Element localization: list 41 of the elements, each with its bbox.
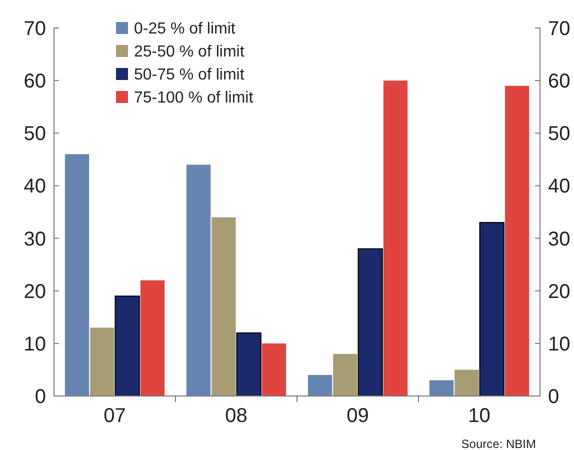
bar <box>383 80 408 396</box>
bar <box>454 370 479 396</box>
bar <box>186 164 211 396</box>
bar <box>90 328 114 396</box>
legend-label: 0-25 % of limit <box>134 20 236 38</box>
y-tick-label: 30 <box>24 228 46 250</box>
x-tick-label: 08 <box>225 405 248 427</box>
y2-tick-label: 0 <box>548 386 560 408</box>
legend-label: 25-50 % of limit <box>134 44 245 61</box>
y-tick-label: 20 <box>24 280 46 303</box>
y2-tick-label: 10 <box>548 333 570 356</box>
bar <box>236 332 262 396</box>
y-tick-label: 50 <box>24 123 46 146</box>
y-tick-label: 0 <box>34 386 46 408</box>
bar <box>333 354 358 396</box>
bar <box>479 222 504 396</box>
bar <box>64 154 90 396</box>
bar <box>504 86 530 396</box>
bar <box>262 343 286 396</box>
x-tick-label: 10 <box>468 405 490 427</box>
bar <box>212 217 236 396</box>
bar <box>114 296 140 396</box>
legend-label: 50-75 % of limit <box>134 66 245 84</box>
y2-tick-label: 70 <box>548 18 570 40</box>
x-tick-label: 09 <box>346 405 369 427</box>
bar <box>358 248 383 396</box>
y2-tick-label: 40 <box>548 176 570 198</box>
bar <box>308 374 332 396</box>
x-tick-label: 07 <box>104 405 126 427</box>
y-tick-label: 10 <box>24 333 46 356</box>
bar <box>140 280 165 396</box>
y2-tick-label: 20 <box>548 280 570 303</box>
y2-tick-label: 60 <box>548 70 570 93</box>
y2-tick-label: 30 <box>548 228 570 250</box>
source-note: Source: NBIM <box>461 437 536 450</box>
y-tick-label: 70 <box>24 18 46 40</box>
legend-label: 75-100 % of limit <box>134 90 254 107</box>
bar <box>429 380 454 396</box>
y2-tick-label: 50 <box>548 123 570 146</box>
y-tick-label: 40 <box>24 176 46 198</box>
y-tick-label: 60 <box>24 70 46 93</box>
